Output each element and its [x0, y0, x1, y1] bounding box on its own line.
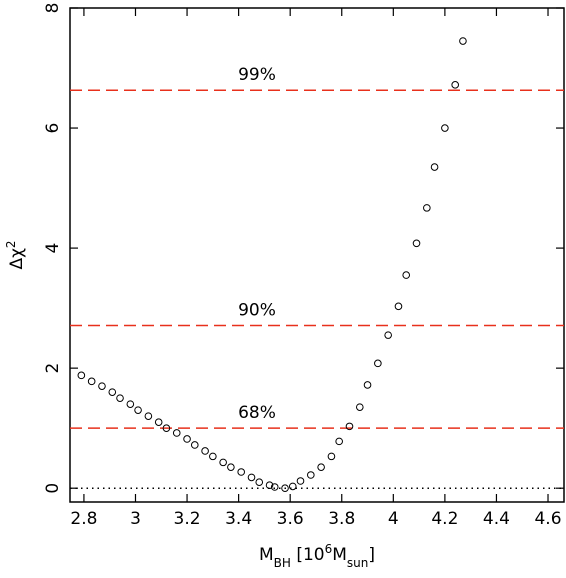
point — [317, 463, 325, 471]
x-tick-label: 4.2 — [431, 509, 458, 529]
label-part: 6 — [325, 542, 333, 556]
point — [162, 424, 171, 432]
x-tick-label: 3.4 — [225, 509, 252, 529]
point — [87, 377, 96, 386]
x-axis-label: MBH [106Msun] — [259, 542, 375, 570]
point — [270, 483, 279, 491]
point — [307, 471, 315, 479]
x-tick-label: 4.6 — [534, 509, 561, 529]
point — [201, 447, 209, 455]
point — [394, 302, 403, 311]
point — [172, 429, 181, 437]
point — [374, 359, 382, 368]
x-tick-label: 4 — [388, 509, 399, 529]
x-tick-label: 4.4 — [483, 509, 510, 529]
y-tick-label: 0 — [43, 483, 63, 494]
point — [108, 388, 117, 396]
point — [430, 163, 439, 171]
x-tick-label: 3.2 — [174, 509, 201, 529]
point — [451, 81, 459, 89]
y-tick-label: 4 — [43, 243, 63, 254]
point — [154, 418, 163, 426]
point — [402, 271, 411, 279]
point — [345, 422, 354, 431]
point — [134, 406, 142, 414]
point — [183, 435, 191, 443]
point — [237, 468, 245, 476]
reference-label: 90% — [238, 301, 276, 321]
reference-label: 99% — [238, 65, 276, 85]
point — [77, 371, 86, 380]
y-tick-label: 2 — [43, 363, 63, 374]
reference-label: 68% — [238, 403, 276, 423]
x-tick-label: 2.8 — [70, 509, 97, 529]
point — [288, 482, 297, 491]
label-part: BH — [274, 556, 291, 570]
label-part: [10 — [291, 545, 325, 565]
x-tick-label: 3.8 — [328, 509, 355, 529]
point — [190, 441, 199, 449]
label-part: Δχ — [7, 248, 27, 270]
point — [281, 484, 289, 492]
point — [209, 452, 217, 461]
point — [98, 382, 106, 390]
point — [423, 204, 431, 212]
point — [247, 473, 256, 482]
point — [363, 381, 372, 389]
point — [227, 463, 235, 471]
point — [327, 452, 336, 461]
point — [116, 394, 124, 402]
x-tick-label: 3 — [130, 509, 141, 529]
y-tick-label: 6 — [43, 123, 63, 134]
point — [296, 477, 305, 485]
label-part: 2 — [4, 240, 18, 248]
label-part: M — [332, 545, 347, 565]
point — [126, 400, 135, 408]
y-axis-label: Δχ2 — [4, 240, 27, 269]
label-part: ] — [368, 545, 375, 565]
point — [144, 412, 153, 420]
point — [355, 403, 364, 411]
label-part: sun — [347, 556, 368, 570]
label-part: M — [259, 545, 274, 565]
point — [219, 458, 227, 467]
point — [459, 37, 467, 45]
point — [335, 437, 343, 446]
point — [255, 478, 264, 486]
point — [384, 331, 392, 339]
plot-frame — [69, 7, 565, 503]
x-tick-label: 3.6 — [277, 509, 304, 529]
point — [441, 124, 449, 132]
point — [412, 239, 421, 248]
y-tick-label: 8 — [43, 3, 63, 14]
point — [265, 481, 274, 489]
